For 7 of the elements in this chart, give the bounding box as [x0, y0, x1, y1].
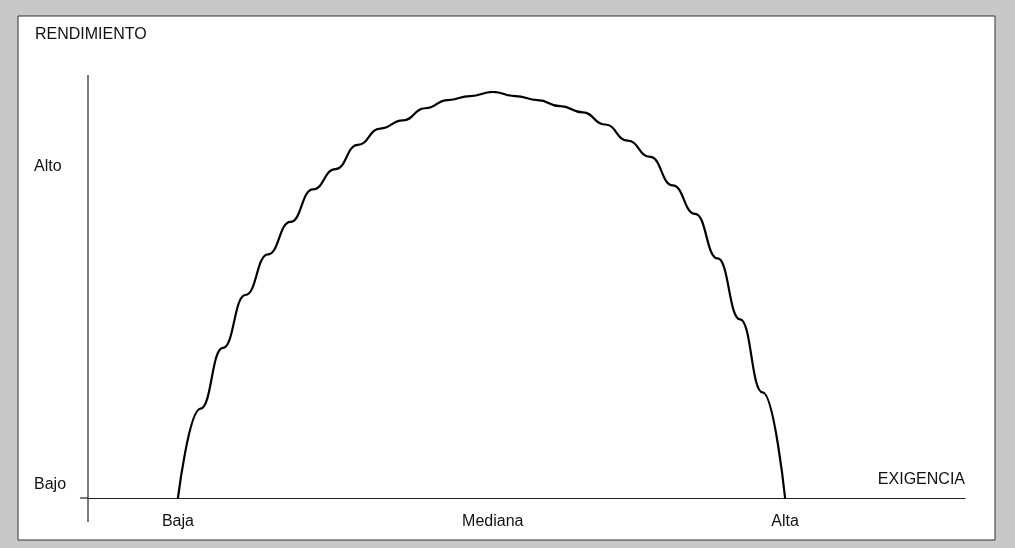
- x-axis-title: EXIGENCIA: [877, 469, 966, 487]
- text: Bajo: [34, 474, 67, 492]
- y-axis-title: RENDIMIENTO: [35, 24, 147, 42]
- text: Alto: [34, 156, 62, 174]
- x-tick-label: Baja: [161, 511, 195, 529]
- x-tick-label: Alta: [771, 511, 799, 529]
- x-tick-label: Mediana: [462, 511, 524, 529]
